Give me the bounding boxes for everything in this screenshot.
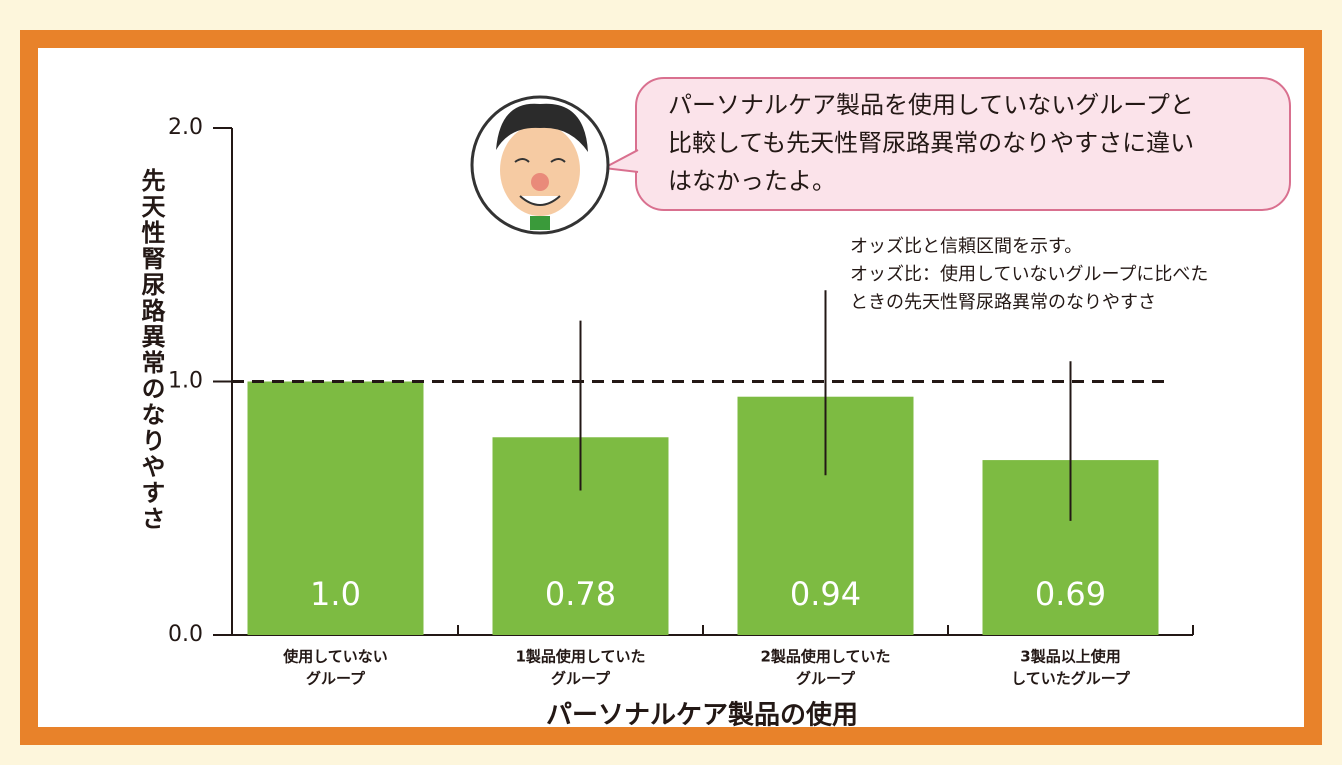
page: 先天性腎尿路異常のなりやすさ パーソナルケア製品の使用 パーソナルケア製品を使用… — [0, 0, 1342, 765]
annotation-line: オッズ比：使用していないグループに比べた — [850, 264, 1208, 285]
speech-line: はなかったよ。 — [668, 167, 836, 195]
y-tick-label: 2.0 — [168, 115, 203, 140]
x-tick-label: 1製品使用していた — [516, 648, 646, 666]
y-axis-label: 先天性腎尿路異常のなりやすさ — [137, 168, 165, 532]
x-axis-label: パーソナルケア製品の使用 — [546, 701, 858, 731]
x-tick-label: グループ — [796, 670, 856, 688]
y-tick-label: 1.0 — [168, 369, 203, 394]
x-tick-label: 2製品使用していた — [761, 648, 891, 666]
annotation-line: ときの先天性腎尿路異常のなりやすさ — [850, 292, 1156, 313]
value-label: 0.94 — [790, 575, 861, 613]
x-tick-label: していたグループ — [1011, 670, 1131, 688]
x-tick-label: グループ — [551, 670, 611, 688]
doctor-icon — [472, 97, 608, 233]
x-tick-label: 使用していない — [282, 648, 388, 666]
chart: 先天性腎尿路異常のなりやすさ パーソナルケア製品の使用 パーソナルケア製品を使用… — [0, 0, 1342, 765]
x-tick-label: 3製品以上使用 — [1020, 648, 1120, 666]
value-label: 0.78 — [545, 575, 616, 613]
value-label: 0.69 — [1035, 575, 1106, 613]
value-label: 1.0 — [310, 575, 361, 613]
x-tick-label: グループ — [306, 670, 366, 688]
speech-line: 比較しても先天性腎尿路異常のなりやすさに違い — [668, 129, 1194, 157]
annotation-line: オッズ比と信頼区間を示す。 — [850, 236, 1082, 257]
speech-line: パーソナルケア製品を使用していないグループと — [668, 91, 1194, 119]
y-tick-label: 0.0 — [168, 622, 203, 647]
